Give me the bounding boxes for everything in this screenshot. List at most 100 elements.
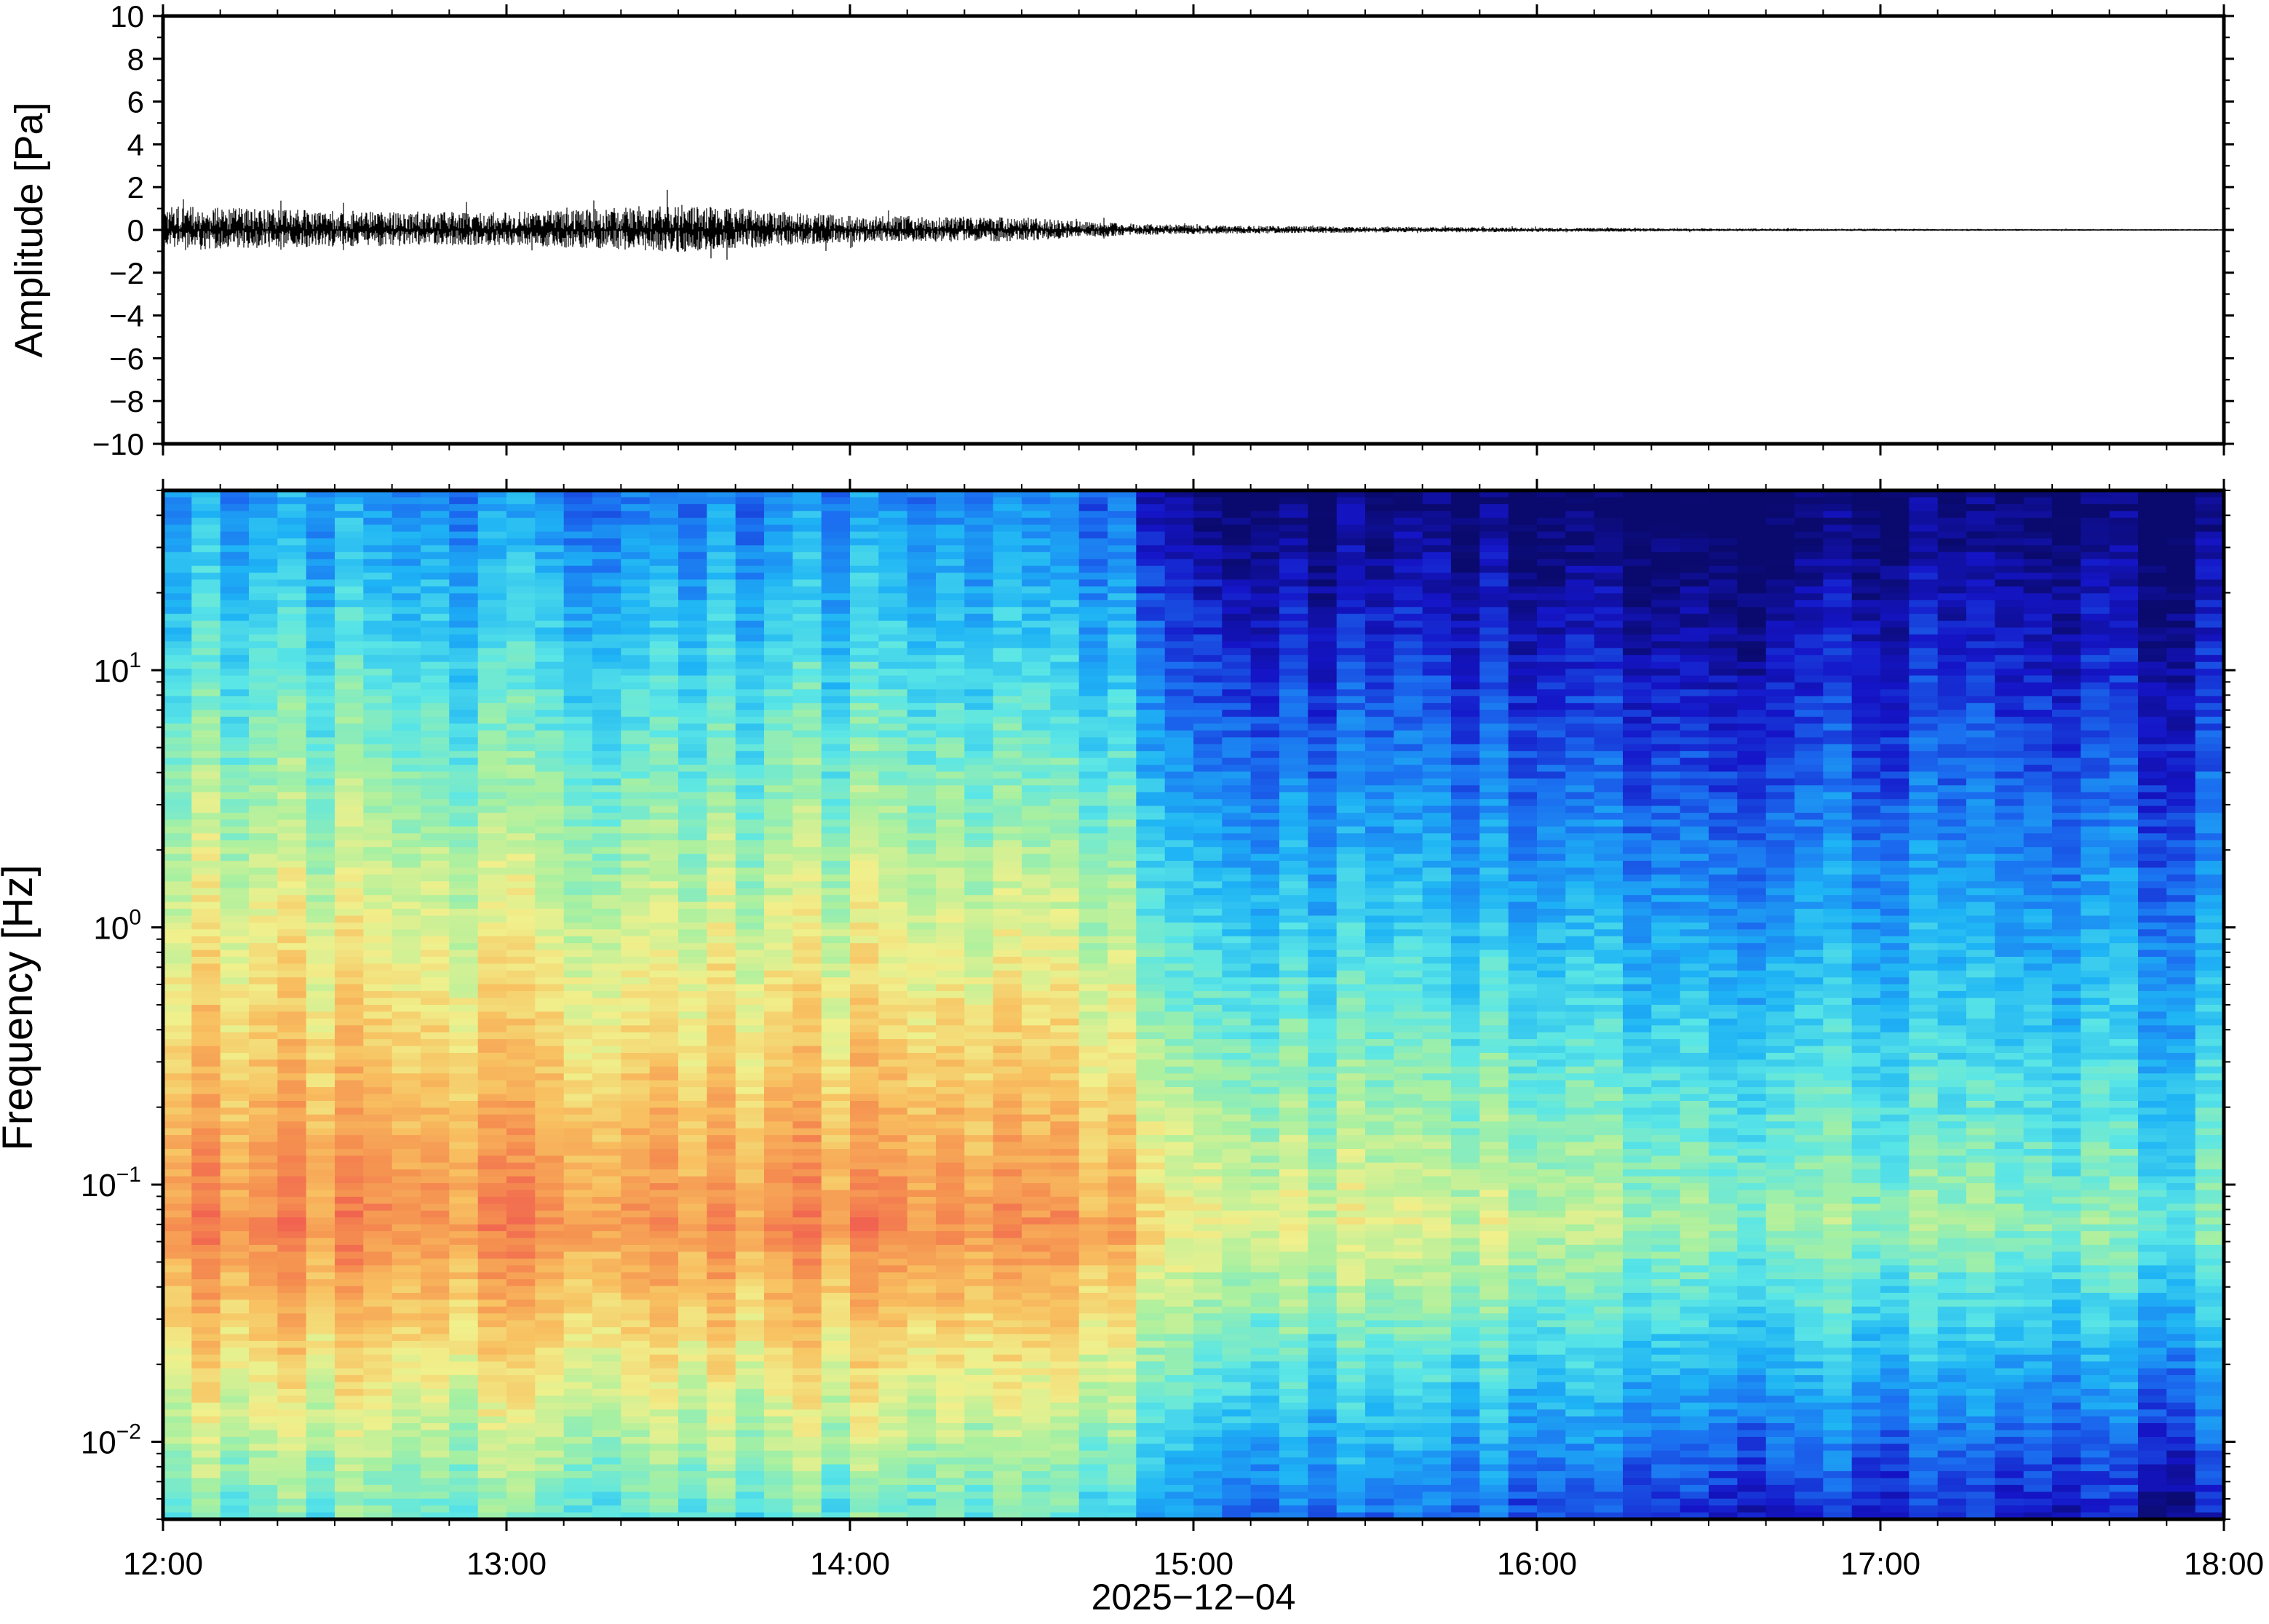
spectrogram-cell [563,1457,593,1465]
spectrogram-cell [421,799,450,807]
spectrogram-cell [850,867,880,875]
spectrogram-cell [821,641,851,649]
spectrogram-cell [477,833,507,841]
spectrogram-cell [277,861,307,869]
spectrogram-cell [306,1306,335,1314]
spectrogram-cell [678,950,708,958]
spectrogram-cell [1050,1176,1080,1184]
spectrogram-cell [792,936,822,944]
spectrogram-cell [306,757,335,765]
spectrogram-cell [735,1053,765,1061]
spectrogram-cell [306,552,335,560]
spectrogram-cell [1050,593,1080,601]
spectrogram-cell [993,503,1022,512]
spectrogram-cell [621,1128,651,1136]
spectrogram-cell [220,765,250,773]
spectrogram-cell [735,1430,765,1438]
spectrogram-cell [1022,1005,1052,1013]
spectrogram-cell [1050,1402,1080,1410]
spectrogram-cell [249,874,279,883]
spectrogram-cell [506,1025,536,1033]
spectrogram-cell [363,1368,393,1376]
spectrogram-cell [1050,1396,1080,1404]
spectrogram-cell [335,1005,365,1013]
spectrogram-cell [649,805,679,813]
spectrogram-cell [277,1217,307,1225]
spectrogram-cell [907,1327,937,1335]
spectrogram-cell [421,744,450,752]
spectrogram-cell [907,1107,937,1115]
spectrogram-cell [563,1279,593,1287]
spectrogram-cell [277,1313,307,1321]
spectrogram-cell [993,1149,1022,1157]
spectrogram-cell [621,531,651,539]
spectrogram-cell [907,1299,937,1307]
spectrogram-cell [993,1210,1022,1218]
spectrogram-cell [993,792,1022,800]
spectrogram-cell [964,847,994,855]
spectrogram-cell [621,1402,651,1410]
spectrogram-cell [306,627,335,635]
spectrogram-cell [907,696,937,704]
spectrogram-cell [964,1231,994,1239]
spectrogram-cell [277,1231,307,1239]
spectrogram-cell [477,1320,507,1328]
spectrogram-cell [1022,1471,1052,1479]
spectrogram-cell [563,1018,593,1027]
spectrogram-cell [707,1354,736,1362]
spectrogram-cell [306,1073,335,1081]
spectrogram-cell [850,915,880,923]
spectrogram-cell [678,929,708,937]
spectrogram-cell [850,1149,880,1157]
spectrogram-cell [563,1272,593,1280]
spectrogram-cell [1078,785,1108,793]
spectrogram-cell [936,517,966,525]
spectrogram-cell [850,586,880,594]
spectrogram-cell [936,771,966,779]
spectrogram-cell [506,936,536,944]
spectrogram-cell [306,963,335,971]
spectrogram-cell [678,1128,708,1136]
spectrogram-cell [678,627,708,635]
spectrogram-cell [592,1402,622,1410]
spectrogram-cell [335,813,365,821]
spectrogram-cell [563,1066,593,1074]
spectrogram-cell [936,943,966,951]
spectrogram-cell [678,586,708,594]
spectrogram-cell [563,915,593,923]
spectrogram-cell [277,1114,307,1122]
spectrogram-cell [306,805,335,813]
spectrogram-cell [792,1217,822,1225]
spectrogram-cell [878,778,908,787]
spectrogram-cell [592,730,622,739]
spectrogram-cell [878,490,908,498]
spectrogram-cell [449,655,479,663]
spectrogram-cell [220,1512,250,1520]
spectrogram-cell [506,1368,536,1376]
spectrogram-cell [850,1478,880,1486]
spectrogram-cell [535,1258,565,1266]
spectrogram-cell [392,1196,421,1205]
spectrogram-cell [792,1423,822,1431]
spectrogram-cell [563,1382,593,1390]
spectrogram-cell [735,957,765,965]
spectrogram-cell [421,1196,450,1205]
spectrogram-cell [821,490,851,498]
spectrogram-cell [907,1066,937,1074]
spectrogram-cell [850,497,880,505]
spectrogram-cell [535,1039,565,1047]
spectrogram-cell [563,1251,593,1259]
spectrogram-cell [477,1128,507,1136]
spectrogram-cell [821,1327,851,1335]
spectrogram-cell [220,1128,250,1136]
spectrogram-cell [592,511,622,519]
spectrogram-cell [964,1450,994,1458]
spectrogram-cell [964,833,994,841]
spectrogram-cell [707,1498,736,1506]
spectrogram-cell [993,936,1022,944]
spectrogram-cell [335,1464,365,1472]
spectrogram-cell [477,881,507,889]
spectrogram-cell [850,1155,880,1163]
spectrogram-cell [535,1135,565,1143]
spectrogram-cell [878,682,908,690]
